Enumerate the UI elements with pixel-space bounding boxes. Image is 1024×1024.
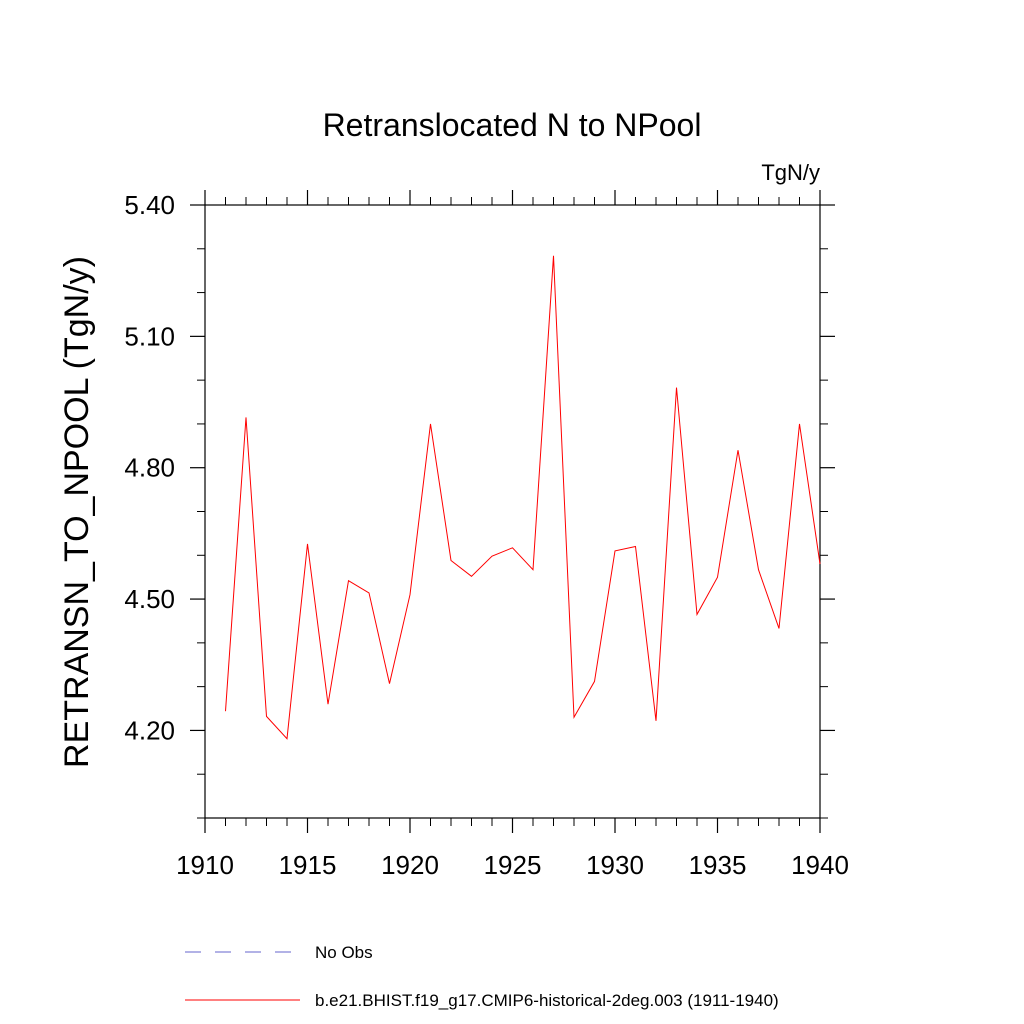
y-tick-label: 5.40 bbox=[124, 190, 175, 220]
x-tick-label: 1915 bbox=[279, 850, 337, 880]
series-group bbox=[225, 255, 821, 740]
chart-title: Retranslocated N to NPool bbox=[323, 107, 702, 143]
x-tick-label: 1920 bbox=[381, 850, 439, 880]
y-tick-label: 4.50 bbox=[124, 584, 175, 614]
x-tick-label: 1925 bbox=[484, 850, 542, 880]
x-tick-label: 1910 bbox=[176, 850, 234, 880]
y-axis-label: RETRANSN_TO_NPOOL (TgN/y) bbox=[58, 256, 96, 768]
y-tick-label: 4.80 bbox=[124, 453, 175, 483]
legend: No Obs b.e21.BHIST.f19_g17.CMIP6-historic… bbox=[185, 943, 779, 1010]
x-tick-label: 1930 bbox=[586, 850, 644, 880]
legend-label-0: No Obs bbox=[315, 943, 373, 962]
series-line-0 bbox=[225, 255, 821, 740]
y-tick-label: 4.20 bbox=[124, 715, 175, 745]
legend-label-1: b.e21.BHIST.f19_g17.CMIP6-historical-2de… bbox=[315, 991, 779, 1010]
axis-ticks: 1910 1915 1920 1925 1930 1935 1940 4.20 4.50 4.80… bbox=[124, 190, 849, 880]
x-tick-label: 1940 bbox=[791, 850, 849, 880]
y-tick-label: 5.10 bbox=[124, 321, 175, 351]
x-tick-label: 1935 bbox=[689, 850, 747, 880]
units-label: TgN/y bbox=[761, 160, 820, 185]
